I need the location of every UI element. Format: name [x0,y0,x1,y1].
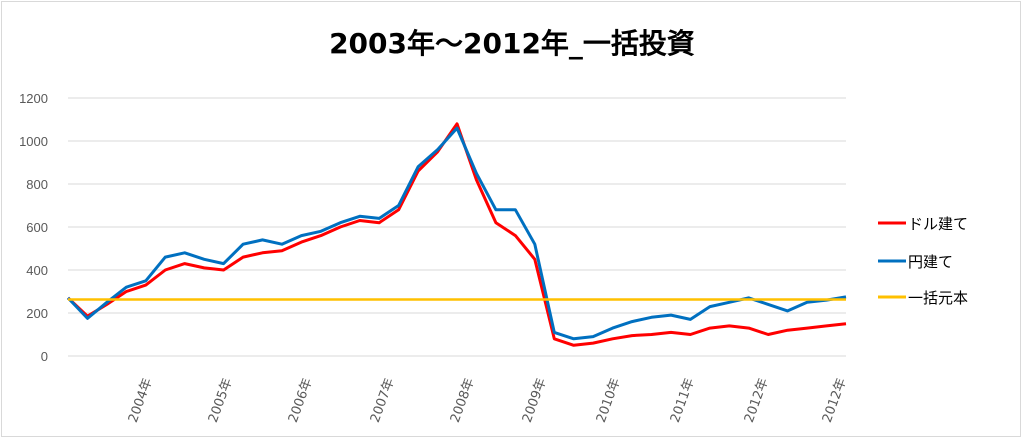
y-tick-label: 800 [26,177,48,192]
legend-label: 一括元本 [908,289,968,307]
series-line-1 [66,122,847,347]
x-tick-label: 2009年 [520,376,550,424]
legend-label: ドル建て [908,215,968,233]
legend-label: 円建て [908,253,953,271]
x-tick-label: 2010年 [594,376,624,424]
series-lines [66,122,847,347]
x-tick-label: 2008年 [448,376,478,424]
x-tick-label: 2005年 [206,376,236,424]
x-axis: 2004年 2005年 2006年 2007年 2008年 2009年 2010年 2011年… [126,376,850,424]
gridlines [68,97,846,357]
y-tick-label: 1000 [19,134,48,149]
series-line-2 [66,126,847,341]
x-tick-label: 2011年 [668,376,698,424]
x-tick-label: 2012年 [742,376,772,424]
y-tick-label: 200 [26,306,48,321]
x-tick-label: 2006年 [286,376,316,424]
x-tick-label: 2012年 [820,376,850,424]
y-tick-label: 600 [26,220,48,235]
y-tick-label: 0 [41,349,48,364]
x-tick-label: 2007年 [368,376,398,424]
y-tick-label: 400 [26,263,48,278]
x-tick-label: 2004年 [126,376,156,424]
chart-title: 2003年～2012年_一括投資 [329,27,695,60]
y-axis: 0 200 400 600 800 1000 1200 [19,91,48,364]
y-tick-label: 1200 [19,91,48,106]
